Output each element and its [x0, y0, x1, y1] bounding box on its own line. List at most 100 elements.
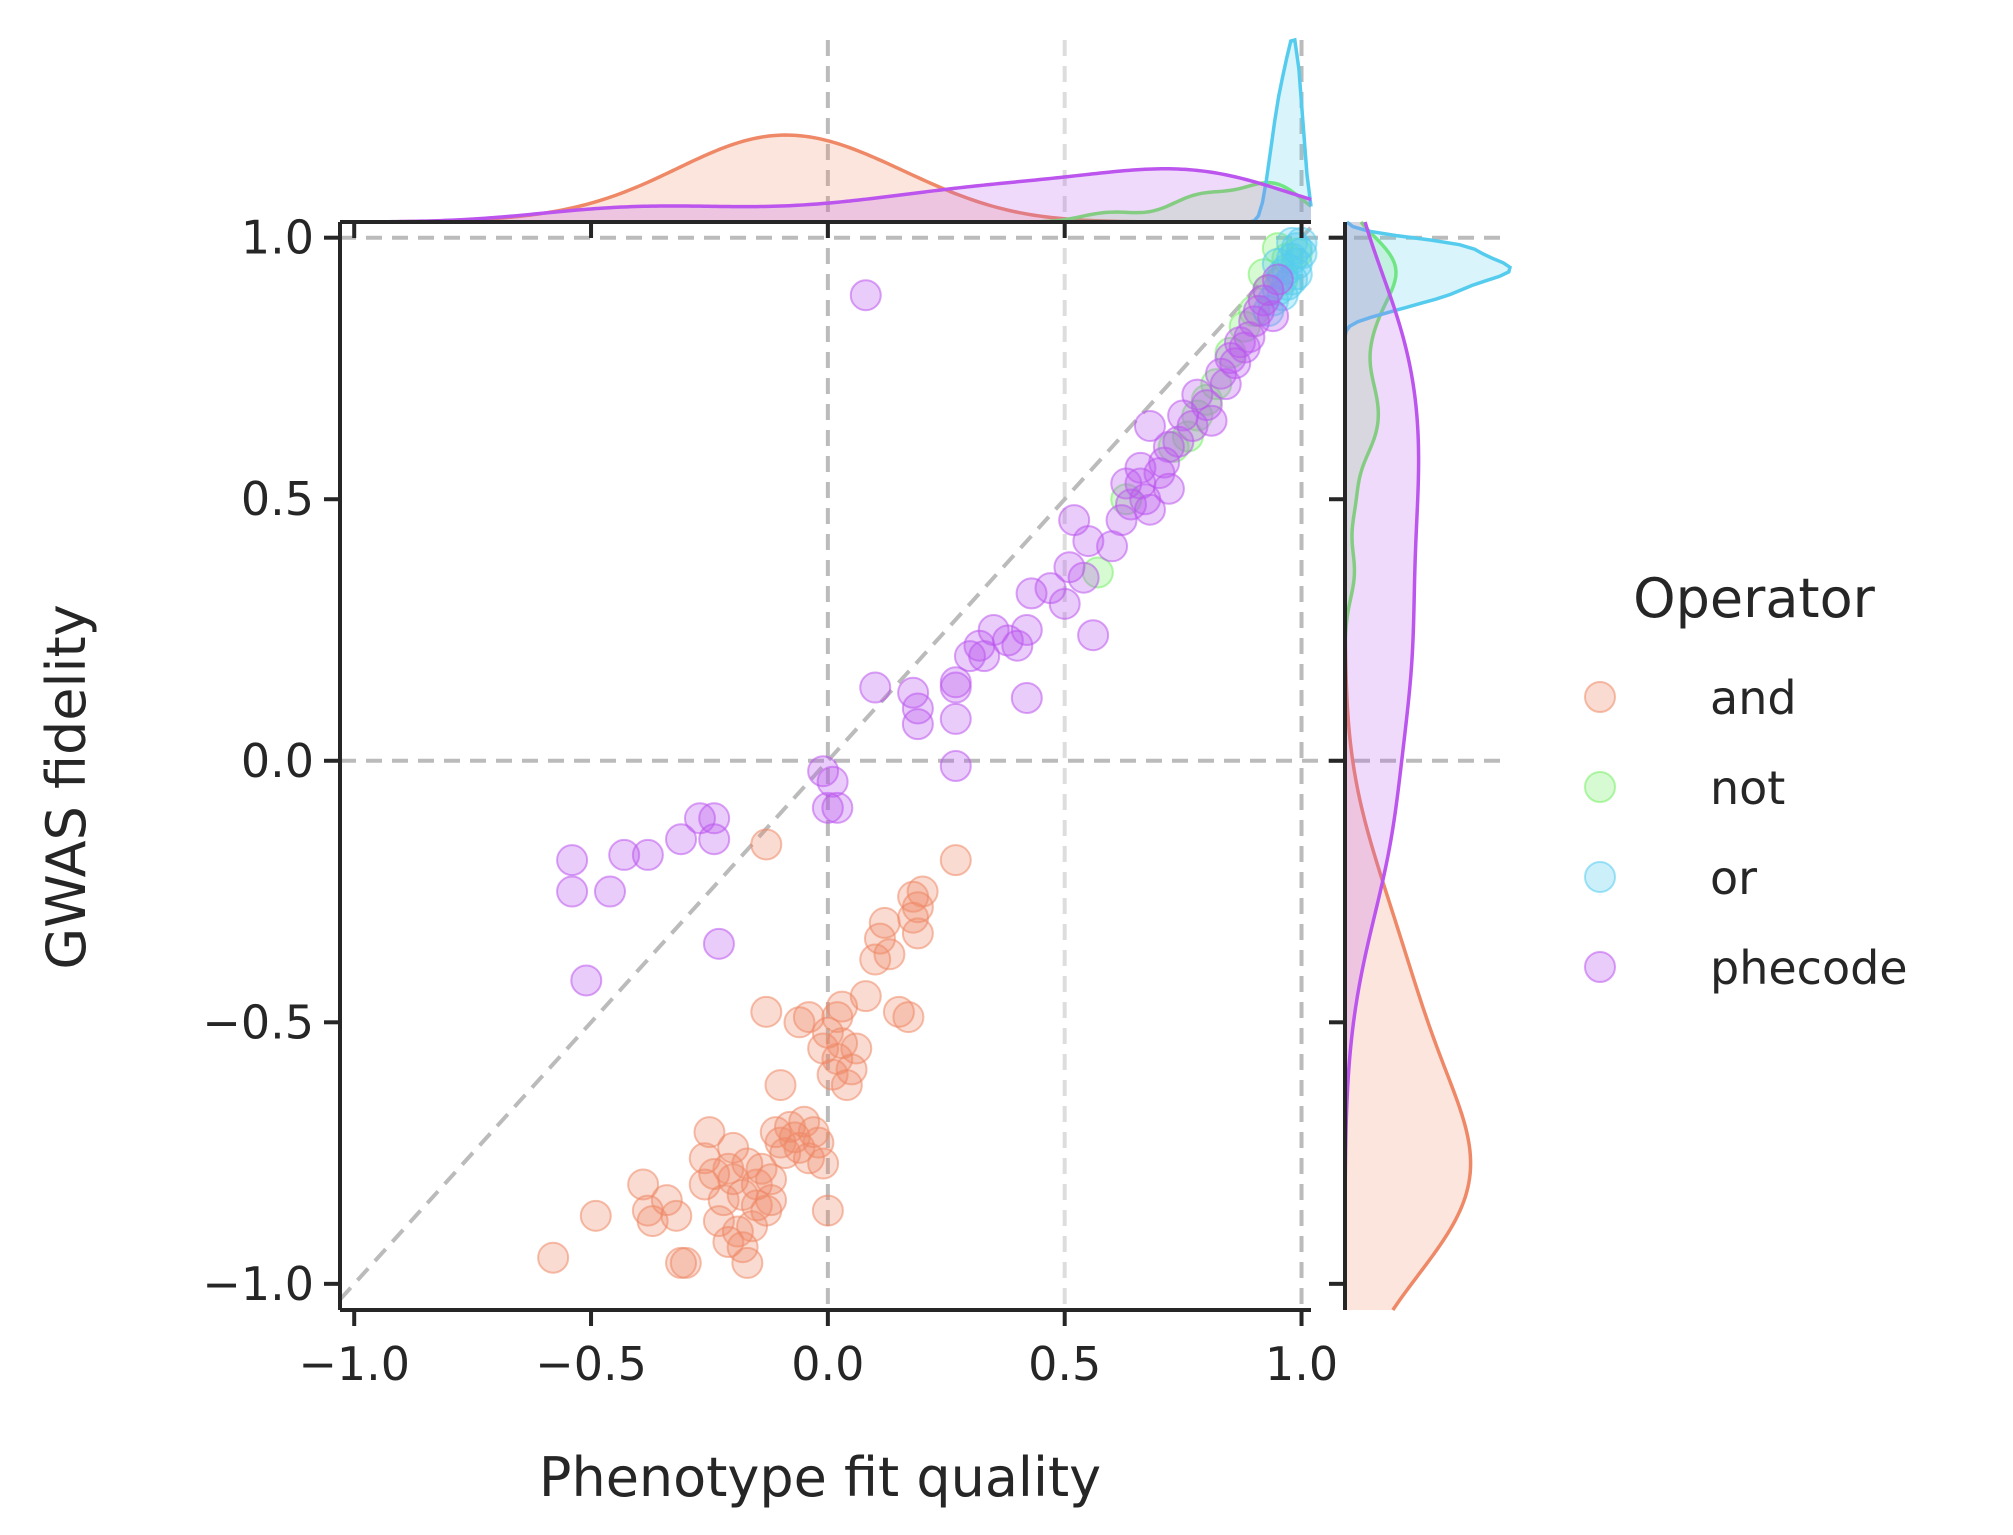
data-point-phecode	[1261, 263, 1294, 296]
data-point-or	[1280, 258, 1313, 291]
legend-label-or: or	[1710, 851, 1757, 905]
data-point-and	[840, 1032, 873, 1065]
data-point-and	[688, 1142, 721, 1175]
data-point-phecode	[1067, 561, 1100, 594]
data-point-phecode	[1152, 430, 1185, 463]
data-point-and	[821, 1001, 854, 1034]
data-point-and	[868, 906, 901, 939]
top-kde-fill-not	[340, 182, 1311, 222]
legend-marker-or	[1584, 861, 1616, 893]
legend-marker-and	[1584, 681, 1616, 713]
data-point-and	[906, 875, 939, 908]
y-axis-title: GWAS fidelity	[35, 604, 98, 969]
right-kde-fill-phecode	[1345, 222, 1419, 1310]
data-point-phecode	[1001, 629, 1034, 662]
data-point-phecode	[1072, 525, 1105, 558]
y-tick-label: 1.0	[241, 211, 314, 265]
x-tick-label: 0.5	[1028, 1337, 1101, 1391]
data-point-phecode	[939, 750, 972, 782]
right-kde-fill-and	[1345, 222, 1471, 1310]
data-point-and	[811, 1194, 844, 1227]
data-point-phecode	[939, 702, 972, 735]
data-point-phecode	[816, 765, 849, 798]
data-point-and	[579, 1199, 612, 1232]
y-tick-label: 0.0	[241, 734, 314, 788]
data-point-phecode	[1048, 587, 1081, 620]
data-point-and	[669, 1246, 702, 1279]
data-point-and	[750, 995, 783, 1028]
data-point-and	[707, 1184, 740, 1217]
data-point-and	[702, 1205, 735, 1238]
data-point-phecode	[1077, 619, 1110, 652]
x-tick-label: −0.5	[535, 1337, 647, 1391]
right-marginal-kde	[1343, 220, 1513, 1311]
legend-title: Operator	[1633, 567, 1876, 630]
data-point-phecode	[901, 708, 934, 741]
data-point-and	[693, 1116, 726, 1149]
data-point-and	[835, 1053, 868, 1086]
data-point-and	[873, 938, 906, 971]
diagonal-reference-line	[338, 225, 1313, 1301]
data-point-phecode	[570, 964, 603, 997]
data-point-and	[892, 1001, 925, 1034]
data-point-phecode	[1209, 368, 1242, 401]
data-point-and	[537, 1241, 570, 1274]
data-point-and	[755, 1163, 788, 1196]
data-point-phecode	[1010, 682, 1043, 714]
data-point-and	[897, 880, 930, 913]
data-point-phecode	[698, 823, 731, 856]
x-tick-label: −1.0	[298, 1337, 410, 1391]
data-point-and	[660, 1199, 693, 1232]
data-point-phecode	[631, 838, 664, 871]
data-point-phecode	[1219, 347, 1252, 380]
data-point-phecode	[1010, 614, 1043, 646]
legend-label-phecode: phecode	[1710, 941, 1908, 995]
data-point-phecode	[1015, 577, 1048, 610]
legend: Operator and not or phecode	[1584, 567, 1908, 995]
data-point-phecode	[811, 791, 844, 824]
y-tick-label: −0.5	[202, 995, 314, 1049]
legend-label-and: and	[1710, 671, 1797, 725]
data-point-and	[627, 1168, 660, 1201]
data-point-phecode	[608, 838, 641, 871]
data-point-phecode	[1152, 472, 1185, 505]
data-point-and	[901, 917, 934, 950]
x-axis-title: Phenotype fit quality	[539, 1446, 1101, 1509]
data-point-phecode	[593, 875, 626, 908]
legend-marker-phecode	[1584, 951, 1616, 983]
axes: −1.0 −0.5 0.0 0.5 1.0 −1.0 −0.5 0.0 0.5 1.0	[202, 211, 1347, 1391]
x-tick-label: 1.0	[1265, 1337, 1338, 1391]
scatter-points	[537, 226, 1318, 1279]
data-point-phecode	[702, 927, 735, 960]
data-point-and	[792, 1001, 825, 1034]
y-tick-label: −1.0	[202, 1257, 314, 1311]
data-point-phecode	[1133, 410, 1166, 442]
data-point-and	[783, 1006, 816, 1039]
legend-marker-not	[1584, 771, 1616, 803]
data-point-phecode	[1124, 467, 1157, 500]
data-point-phecode	[849, 279, 882, 312]
data-point-and	[807, 1147, 840, 1180]
data-point-phecode	[665, 823, 698, 856]
data-point-phecode	[991, 624, 1024, 657]
data-point-and	[650, 1184, 683, 1217]
data-point-and	[939, 844, 972, 877]
data-point-and	[882, 995, 915, 1028]
data-point-and	[849, 980, 882, 1013]
data-point-phecode	[859, 671, 892, 704]
legend-label-not: not	[1710, 761, 1785, 815]
data-point-and	[802, 1126, 835, 1159]
top-kde-fill-phecode	[340, 168, 1311, 222]
data-point-and	[750, 828, 783, 861]
data-point-phecode	[556, 875, 589, 908]
right-kde-fill-not	[1345, 222, 1397, 1310]
reference-lines	[338, 40, 1510, 1310]
data-point-phecode	[1195, 404, 1228, 437]
top-marginal-kde	[339, 37, 1313, 224]
data-point-phecode	[1257, 300, 1290, 333]
x-tick-label: 0.0	[791, 1337, 864, 1391]
data-point-phecode	[821, 791, 854, 824]
y-tick-label: 0.5	[241, 472, 314, 526]
data-point-phecode	[939, 666, 972, 699]
